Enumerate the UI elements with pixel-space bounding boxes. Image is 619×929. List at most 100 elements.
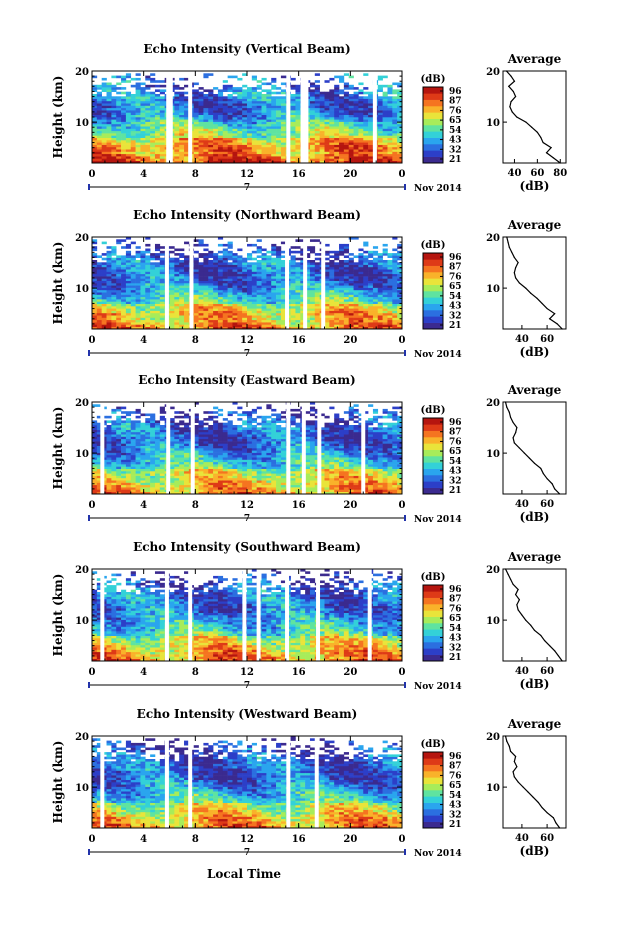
- heatmap-cell: [397, 301, 403, 304]
- heatmap-cell: [125, 411, 132, 414]
- heatmap-cell: [169, 292, 175, 295]
- heatmap-cell: [237, 107, 243, 111]
- heatmap-cell: [106, 441, 112, 444]
- heatmap-cell: [232, 142, 238, 145]
- colorbar-swatch: [423, 297, 443, 304]
- colorbar-swatch: [423, 259, 443, 266]
- heatmap-cell: [174, 121, 180, 125]
- heatmap-cell: [145, 142, 151, 145]
- heatmap-cell: [135, 477, 141, 481]
- heatmap-cell: [213, 299, 219, 302]
- heatmap-cell: [125, 146, 132, 150]
- heatmap-cell: [280, 301, 287, 304]
- heatmap-cell: [154, 312, 161, 316]
- heatmap-cell: [397, 89, 403, 92]
- profile-title: Average: [507, 52, 562, 66]
- heatmap-cell: [348, 289, 354, 293]
- heatmap-cell: [247, 94, 253, 97]
- heatmap-cell: [111, 248, 117, 252]
- heatmap-cell: [295, 264, 301, 268]
- heatmap-cell: [251, 149, 257, 152]
- heatmap-cell: [232, 87, 238, 90]
- heatmap-cell: [154, 243, 161, 247]
- heatmap-cell: [382, 128, 388, 132]
- heatmap-cell: [213, 264, 219, 268]
- heatmap-cell: [227, 112, 233, 115]
- heatmap-cell: [125, 306, 132, 309]
- heatmap-cell: [295, 105, 301, 109]
- heatmap-cell: [135, 273, 141, 277]
- heatmap-cell: [140, 310, 146, 314]
- heatmap-cell: [179, 260, 185, 263]
- heatmap-cell: [334, 98, 340, 102]
- heatmap-cell: [232, 319, 238, 323]
- heatmap-cell: [368, 283, 374, 286]
- heatmap-cell: [106, 434, 112, 437]
- heatmap-cell: [96, 264, 102, 268]
- heatmap-cell: [256, 246, 262, 249]
- heatmap-cell: [343, 262, 350, 265]
- heatmap-cell: [329, 315, 335, 318]
- heatmap-cell: [271, 280, 277, 284]
- heatmap-cell: [179, 119, 185, 122]
- heatmap-cell: [106, 448, 112, 451]
- heatmap-cell: [392, 153, 398, 157]
- heatmap-cell: [387, 105, 393, 109]
- heatmap-cell: [348, 144, 354, 148]
- heatmap-cell: [266, 289, 272, 293]
- heatmap-cell: [266, 158, 272, 161]
- x-tick-label: 20: [343, 169, 357, 180]
- heatmap-cell: [135, 160, 141, 164]
- heatmap-cell: [111, 491, 117, 495]
- heatmap-cell: [116, 326, 122, 330]
- heatmap-cell: [213, 126, 219, 129]
- heatmap-cell: [387, 117, 393, 120]
- heatmap-cell: [339, 107, 345, 111]
- heatmap-cell: [261, 142, 267, 145]
- heatmap-cell: [121, 140, 127, 143]
- heatmap-cell: [135, 158, 141, 161]
- heatmap-cell: [397, 262, 403, 265]
- heatmap-cell: [116, 296, 122, 300]
- heatmap-cell: [217, 278, 224, 281]
- heatmap-cell: [242, 160, 248, 164]
- heatmap-cell: [121, 110, 127, 113]
- heatmap-cell: [140, 276, 146, 279]
- heatmap-cell: [130, 241, 136, 245]
- heatmap-cell: [329, 262, 335, 265]
- heatmap-cell: [363, 289, 369, 293]
- heatmap-cell: [343, 114, 350, 118]
- heatmap-cell: [222, 308, 228, 311]
- heatmap-cell: [116, 241, 122, 245]
- heatmap-cell: [111, 130, 117, 134]
- heatmap-cell: [251, 262, 257, 265]
- heatmap-cell: [121, 266, 127, 270]
- heatmap-cell: [339, 112, 345, 115]
- heatmap-cell: [145, 96, 151, 99]
- heatmap-cell: [319, 123, 325, 127]
- heatmap-cell: [334, 250, 340, 254]
- heatmap-cell: [397, 278, 403, 281]
- heatmap-cell: [208, 100, 214, 104]
- colorbar-swatch: [423, 265, 443, 273]
- heatmap-cell: [92, 149, 98, 152]
- heatmap-cell: [101, 123, 107, 127]
- heatmap-cell: [203, 160, 209, 164]
- heatmap-cell: [159, 246, 165, 249]
- heatmap-cell: [121, 425, 127, 428]
- heatmap-cell: [92, 443, 98, 446]
- heatmap-cell: [266, 299, 272, 302]
- heatmap-cell: [222, 262, 228, 265]
- heatmap-cell: [368, 128, 374, 132]
- heatmap-cell: [179, 285, 185, 288]
- heatmap-cell: [382, 285, 388, 288]
- heatmap-cell: [135, 452, 141, 456]
- heatmap-cell: [111, 482, 117, 486]
- heatmap-cell: [319, 133, 325, 136]
- heatmap-cell: [140, 94, 146, 97]
- heatmap-cell: [111, 246, 117, 249]
- heatmap-cell: [280, 96, 287, 99]
- heatmap-cell: [92, 135, 98, 138]
- heatmap-cell: [232, 326, 238, 330]
- heatmap-cell: [295, 310, 301, 314]
